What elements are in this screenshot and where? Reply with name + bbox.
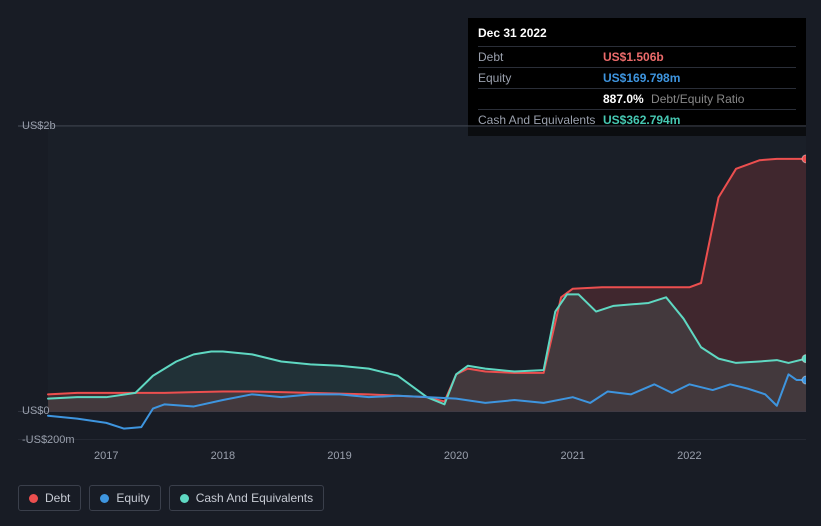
legend-item-debt[interactable]: Debt	[18, 485, 81, 511]
chart-svg	[18, 120, 806, 440]
x-tick-label: 2017	[86, 450, 126, 462]
legend-dot-icon	[180, 494, 189, 503]
legend-label: Cash And Equivalents	[196, 491, 313, 505]
tooltip-de-value: 887.0%	[603, 92, 644, 106]
y-tick-label: US$2b	[22, 120, 78, 132]
x-tick-label: 2019	[320, 450, 360, 462]
chart-container: Dec 31 2022 Debt US$1.506b Equity US$169…	[0, 0, 821, 526]
tooltip-debt-value: US$1.506b	[603, 50, 664, 64]
x-tick-label: 2018	[203, 450, 243, 462]
legend-item-cash[interactable]: Cash And Equivalents	[169, 485, 324, 511]
legend-label: Equity	[116, 491, 149, 505]
tooltip-equity-value: US$169.798m	[603, 71, 680, 85]
tooltip-row-debt: Debt US$1.506b	[478, 46, 796, 67]
x-tick-label: 2021	[553, 450, 593, 462]
tooltip-de-sub: Debt/Equity Ratio	[651, 92, 744, 106]
tooltip-row-equity: Equity US$169.798m	[478, 67, 796, 88]
legend-dot-icon	[100, 494, 109, 503]
tooltip-debt-label: Debt	[478, 50, 603, 64]
chart-tooltip: Dec 31 2022 Debt US$1.506b Equity US$169…	[468, 18, 806, 136]
legend-dot-icon	[29, 494, 38, 503]
legend-label: Debt	[45, 491, 70, 505]
chart-legend: Debt Equity Cash And Equivalents	[18, 485, 324, 511]
legend-item-equity[interactable]: Equity	[89, 485, 160, 511]
tooltip-de-label	[478, 92, 603, 106]
y-tick-label: US$0	[22, 405, 78, 417]
x-tick-label: 2022	[669, 450, 709, 462]
tooltip-equity-label: Equity	[478, 71, 603, 85]
chart-plot[interactable]: US$2b US$0 -US$200m 2017 2018 2019 2020 2021 202…	[18, 120, 806, 470]
x-tick-label: 2020	[436, 450, 476, 462]
y-tick-label: -US$200m	[22, 434, 78, 446]
tooltip-date: Dec 31 2022	[478, 26, 796, 46]
tooltip-row-de-ratio: 887.0% Debt/Equity Ratio	[478, 88, 796, 109]
